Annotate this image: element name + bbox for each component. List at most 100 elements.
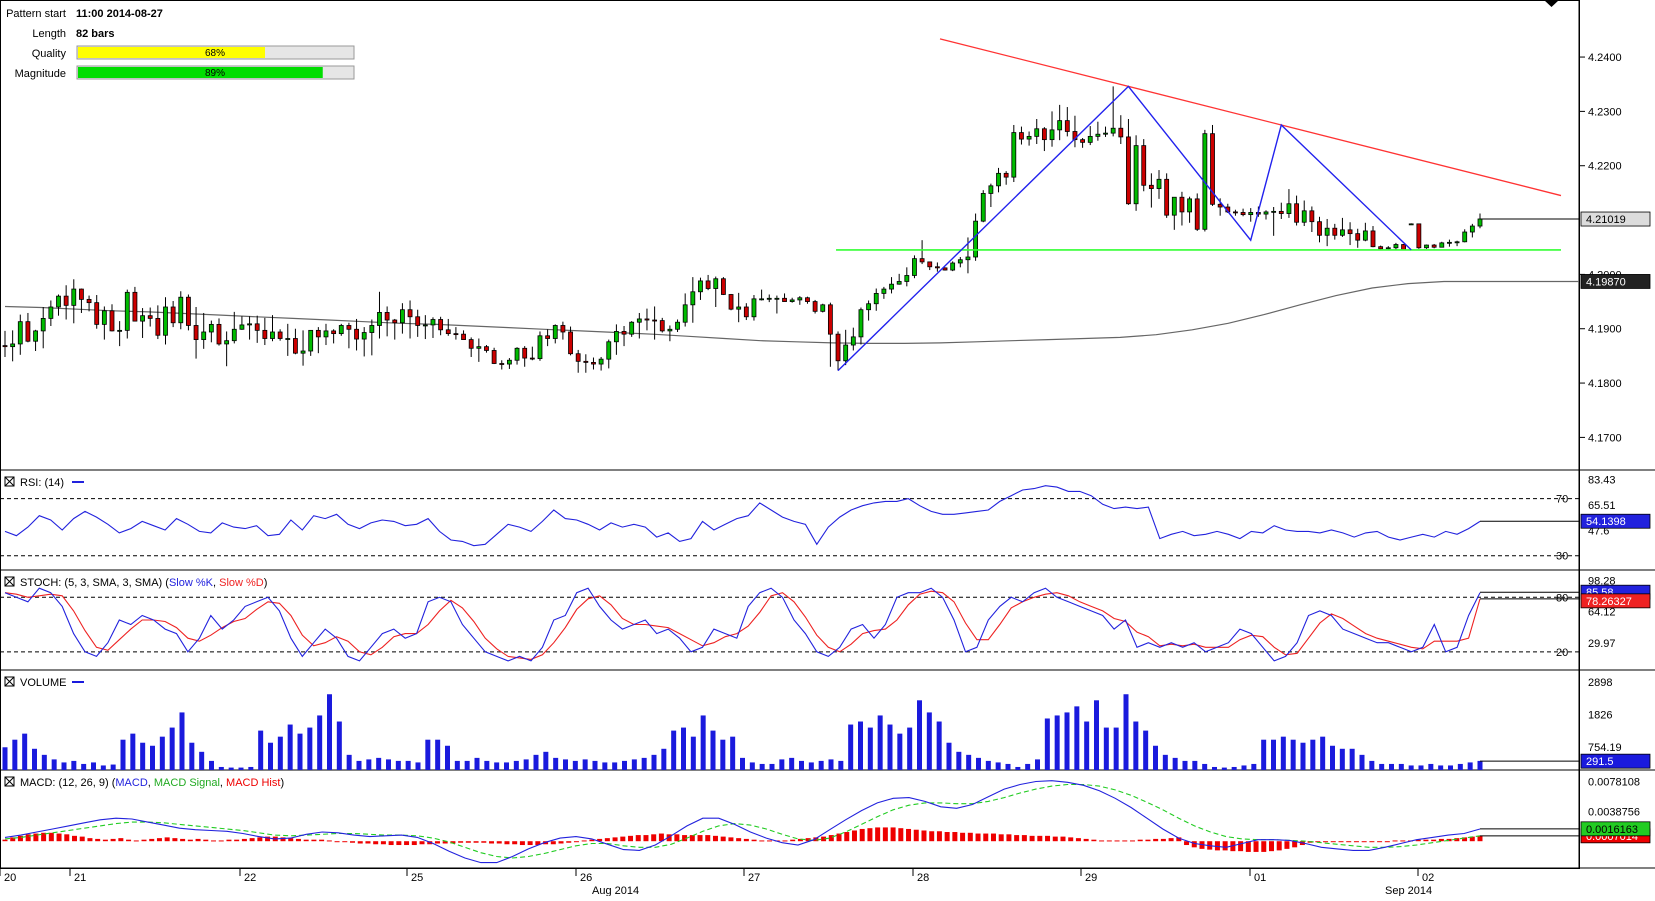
candle-body [973,220,978,258]
candle-body [484,346,489,351]
macd-hist-bar [72,835,78,842]
macd-hist-bar [1222,841,1228,851]
macd-hist-bar [311,839,317,842]
candle-body [262,329,268,339]
macd-hist-bar [797,838,803,842]
quality-text: 68% [205,48,225,59]
volume-bar [1271,739,1276,770]
candle-body [667,328,673,332]
volume-bar [504,762,509,770]
candle-body [1454,241,1460,244]
volume-bar [1418,765,1424,770]
macd-hist-bar [234,839,240,842]
candle-body [652,319,658,322]
candle-body [101,310,107,325]
candle [636,312,642,339]
candle-body [957,259,963,264]
volume-bar [1241,765,1247,770]
candle-body [377,312,382,326]
candle-body [621,331,627,335]
volume-bar [22,733,28,770]
candle-body [1278,210,1284,214]
candle-body [522,347,528,359]
rsi-line [4,485,1481,547]
candle-body [1110,127,1116,134]
candle-body [1019,132,1024,140]
macd-hist-bar [1106,840,1112,842]
candle [1447,239,1452,247]
candle [491,347,497,365]
candle [422,315,428,340]
macd-hist-bar [156,838,162,842]
macd-hist-bar [419,841,425,845]
macd-hist-bar [898,828,904,842]
candle-body [231,328,237,342]
candle-body [338,325,344,335]
candle-body [713,278,719,289]
candle-body [1049,129,1055,141]
macd-hist-bar [1168,838,1174,842]
candle [48,300,54,327]
candle [484,345,489,353]
macd-hist-bar [1353,841,1359,843]
candle-body [736,306,742,310]
volume-bar [828,759,834,770]
volume-bar [651,754,657,770]
candle-body [430,319,436,326]
volume-bar [523,759,529,770]
volume-bar [81,763,87,770]
candle-body [843,344,849,362]
candle [445,318,451,336]
macd-hist-bar [821,836,827,842]
candle [101,306,107,340]
candle [224,331,230,367]
volume-bar [366,759,372,770]
candle-body [1187,198,1192,213]
scroll-marker-icon[interactable] [1544,0,1559,7]
candle-body [720,278,726,295]
volume-bar [1202,763,1208,770]
ma-value-tag-bg [1580,274,1651,289]
candle [216,318,222,346]
candle [1141,139,1147,192]
candle [430,317,436,338]
candle [1133,135,1139,211]
candle [1148,173,1154,208]
magnitude-text: 89% [205,68,225,79]
macd-hist-bar [334,841,340,843]
candle-body [476,346,482,349]
volume-bar [484,760,490,770]
candle-body [1408,223,1414,226]
volume-bar [671,730,677,770]
candle [759,289,765,301]
macd-hist-bar [743,838,749,842]
volume-bar [749,762,755,770]
candle [705,274,711,291]
macd-hist-bar [1068,837,1074,842]
candle-body [239,324,245,330]
magnitude-label: Magnitude [15,68,66,80]
candle-body [86,298,92,304]
macd-hist-bar [597,838,603,842]
length-value: 82 bars [76,28,115,40]
candle-body [912,258,917,276]
macd-tick-label: 0.0078108 [1588,776,1640,788]
candle [1332,223,1338,240]
moving-average-line [4,280,1579,344]
macd-hist-bar [759,840,765,842]
macd-hist-bar [1184,841,1190,846]
candle [392,318,398,340]
volume-bar [307,727,313,770]
candle-body [1378,246,1384,250]
candle [1439,241,1445,248]
candle [438,316,444,336]
volume-bar [1369,760,1375,770]
candle-body [2,345,8,348]
candle-body [583,360,589,363]
volume-bar [415,762,421,770]
volume-bar [356,760,362,770]
macd-hist-bar [967,832,973,842]
macd-hist-bar [326,840,332,842]
macd-line [4,780,1481,864]
candle-body [889,283,894,290]
